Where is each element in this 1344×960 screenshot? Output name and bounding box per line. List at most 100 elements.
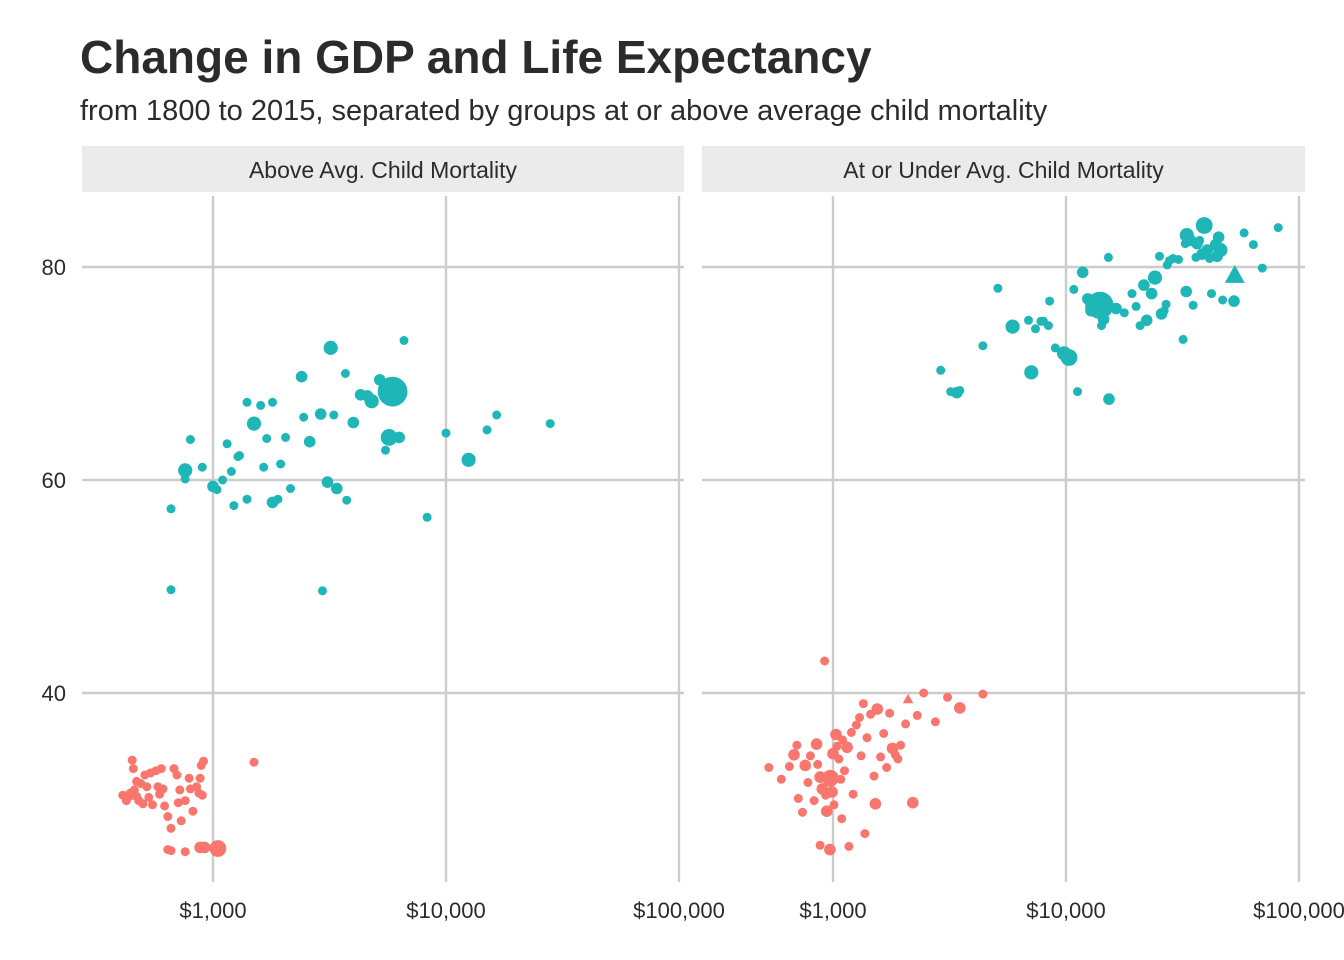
data-point	[331, 482, 343, 495]
data-point	[1069, 284, 1079, 294]
data-point	[784, 762, 794, 771]
data-point	[1228, 295, 1240, 307]
data-point	[793, 793, 803, 803]
y-tick-label: 60	[42, 468, 66, 493]
data-point	[1239, 228, 1249, 238]
strip-background	[82, 146, 684, 192]
data-point	[166, 846, 176, 856]
data-point	[166, 585, 176, 595]
data-point	[1024, 365, 1039, 380]
data-point	[185, 435, 195, 444]
data-point	[180, 847, 190, 857]
x-tick-label: $100,000	[633, 898, 725, 923]
x-tick-label: $10,000	[406, 898, 486, 923]
data-point	[792, 740, 802, 750]
panel-at-or-under-avg: At or Under Avg. Child Mortality	[702, 146, 1305, 882]
data-point	[844, 841, 854, 851]
data-point	[142, 782, 152, 792]
data-point	[993, 283, 1003, 293]
data-point	[856, 751, 866, 761]
data-point	[148, 800, 157, 810]
data-point	[954, 702, 966, 714]
data-point	[144, 792, 154, 802]
data-point	[1050, 343, 1060, 353]
data-point	[195, 773, 205, 783]
data-point	[242, 494, 252, 504]
data-point	[876, 752, 886, 762]
data-point	[321, 476, 334, 488]
strip-background	[702, 146, 1305, 192]
data-point	[1138, 279, 1150, 291]
x-tick-label: $10,000	[1026, 898, 1106, 923]
data-point	[978, 689, 988, 699]
data-point	[175, 785, 185, 795]
data-point	[858, 699, 868, 709]
data-point	[329, 410, 339, 420]
data-point	[1131, 301, 1141, 311]
data-point	[930, 717, 940, 727]
data-point	[461, 452, 476, 467]
data-point	[1218, 295, 1228, 305]
data-point	[901, 719, 911, 729]
data-point	[810, 738, 823, 750]
data-point	[879, 729, 889, 738]
data-point	[259, 462, 269, 472]
data-point	[180, 474, 190, 484]
data-point	[166, 823, 176, 833]
data-point	[197, 462, 207, 472]
data-point	[1248, 240, 1258, 250]
data-point	[198, 841, 211, 854]
data-point	[299, 412, 309, 422]
strip-label: Above Avg. Child Mortality	[249, 157, 518, 183]
data-point	[885, 708, 895, 718]
data-point	[848, 789, 858, 799]
data-point	[803, 778, 813, 787]
data-point	[882, 763, 892, 772]
data-point	[545, 419, 555, 429]
data-point	[820, 656, 830, 666]
data-point	[855, 713, 864, 722]
data-point	[132, 791, 142, 801]
data-point	[1127, 289, 1137, 299]
data-point	[218, 475, 228, 485]
data-point	[851, 720, 861, 730]
data-point	[286, 484, 295, 493]
data-point	[222, 439, 232, 449]
data-point	[1201, 244, 1214, 256]
panel-gridlines	[702, 196, 1305, 882]
data-point	[492, 410, 502, 420]
data-point	[342, 495, 352, 505]
data-point	[822, 769, 839, 787]
data-point	[1086, 291, 1114, 319]
data-point	[764, 763, 774, 772]
data-point	[381, 445, 390, 455]
data-point	[955, 386, 965, 395]
data-point	[212, 485, 222, 495]
data-point	[1073, 387, 1082, 397]
data-point	[318, 586, 327, 596]
data-point	[805, 751, 815, 761]
x-tick-label: $100,000	[1253, 898, 1344, 923]
data-point	[281, 432, 291, 442]
data-point	[1257, 263, 1267, 273]
data-point	[209, 840, 227, 857]
data-point	[226, 467, 236, 476]
data-point	[178, 463, 193, 478]
data-point	[846, 727, 856, 737]
data-point	[798, 807, 807, 817]
data-point	[256, 400, 266, 410]
data-point	[788, 749, 800, 761]
data-point	[1060, 349, 1078, 366]
data-point	[1212, 231, 1225, 243]
data-point	[1161, 299, 1171, 309]
data-point	[268, 397, 277, 407]
data-point	[184, 773, 194, 783]
data-point	[158, 784, 168, 794]
data-point	[936, 365, 946, 375]
data-point	[1031, 324, 1040, 334]
data-point	[172, 770, 182, 780]
data-point	[820, 805, 833, 817]
data-point	[1180, 285, 1192, 298]
data-point	[776, 774, 786, 784]
